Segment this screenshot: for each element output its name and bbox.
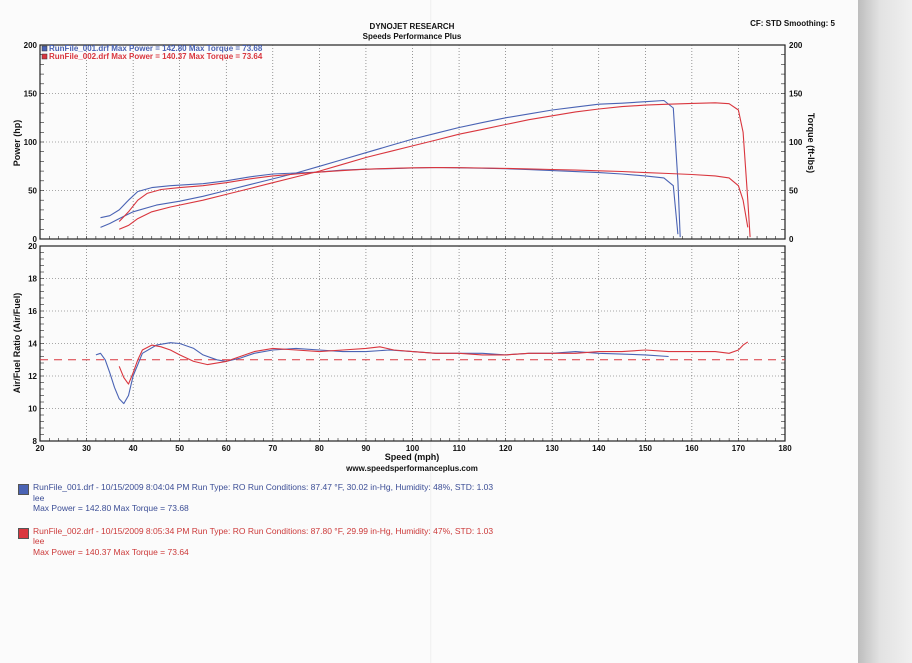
x-tick-label: 70 [268, 444, 277, 453]
x-tick-label: 110 [453, 444, 466, 453]
y-axis-label-power: Power (hp) [12, 120, 22, 167]
legend-run1: RunFile_001.drf Max Power = 142.80 Max T… [49, 44, 263, 53]
power-series-3-torque [118, 167, 749, 228]
x-tick-label: 170 [732, 444, 746, 453]
afr-series-0 [95, 342, 669, 405]
afr-y-tick-label: 18 [28, 275, 37, 284]
paper-fold [430, 0, 432, 663]
page-edge-shadow [858, 0, 912, 663]
dyno-sheet [0, 0, 858, 663]
afr-y-tick-label: 12 [28, 372, 37, 381]
website: www.speedsperformanceplus.com [345, 464, 478, 473]
x-tick-label: 120 [499, 444, 513, 453]
torque-y-tick-label: 200 [789, 41, 803, 50]
x-tick-label: 50 [175, 444, 184, 453]
x-tick-label: 60 [222, 444, 231, 453]
run-detail-2: RunFile_002.drf - 10/15/2009 8:05:34 PM … [18, 526, 718, 558]
power-torque-plot: 0 0 50 50 100 100 150 150 200 200 [24, 41, 803, 244]
x-tick-label: 20 [36, 444, 45, 453]
header-company: DYNOJET RESEARCH [370, 22, 455, 31]
afr-y-tick-label: 20 [28, 242, 37, 251]
x-tick-label: 100 [406, 444, 420, 453]
afr-series-1 [118, 341, 749, 385]
x-tick-label: 180 [778, 444, 792, 453]
afr-y-tick-label: 10 [28, 405, 37, 414]
x-tick-label: 30 [82, 444, 91, 453]
run1-conditions: RunFile_001.drf - 10/15/2009 8:04:04 PM … [33, 482, 494, 492]
run1-operator: lee [33, 492, 45, 503]
legend-swatch-run1 [41, 45, 48, 52]
torque-y-tick-label: 0 [789, 235, 794, 244]
header-settings: CF: STD Smoothing: 5 [750, 19, 835, 28]
y-axis-label-torque: Torque (ft-lbs) [806, 113, 816, 173]
power-series-1-torque [100, 166, 679, 235]
power-series-0-power [100, 99, 681, 238]
afr-y-tick-label: 14 [28, 340, 37, 349]
x-tick-label: 80 [315, 444, 324, 453]
dyno-chart: DYNOJET RESEARCH Speeds Performance Plus… [12, 19, 836, 473]
run2-conditions: RunFile_002.drf - 10/15/2009 8:05:34 PM … [33, 525, 494, 536]
torque-y-tick-label: 100 [789, 138, 803, 147]
power-series-2-power [118, 102, 751, 238]
air-fuel-plot: 20 30 40 50 60 70 80 90 100 110 120 130 140 150 160 170… [28, 242, 792, 453]
power-y-tick-label: 50 [28, 187, 37, 196]
torque-y-tick-label: 150 [789, 90, 803, 99]
x-tick-label: 150 [639, 444, 653, 453]
run2-operator: lee [33, 536, 45, 546]
power-y-tick-label: 200 [24, 41, 38, 50]
run1-max: Max Power = 142.80 Max Torque = 73.68 [33, 503, 189, 513]
x-tick-label: 40 [129, 444, 138, 453]
x-tick-label: 140 [592, 444, 606, 453]
run-details: RunFile_001.drf - 10/15/2009 8:04:04 PM … [18, 482, 718, 569]
x-tick-label: 160 [685, 444, 699, 453]
run1-swatch [18, 484, 29, 495]
x-tick-label: 90 [361, 444, 370, 453]
run2-max: Max Power = 140.37 Max Torque = 73.64 [33, 546, 189, 557]
afr-y-tick-label: 16 [28, 307, 37, 316]
power-y-tick-label: 100 [24, 138, 38, 147]
legend-run2: RunFile_002.drf Max Power = 140.37 Max T… [49, 52, 263, 61]
run-detail-1: RunFile_001.drf - 10/15/2009 8:04:04 PM … [18, 482, 718, 514]
header-shop: Speeds Performance Plus [363, 32, 462, 41]
afr-y-tick-label: 8 [33, 437, 38, 446]
torque-y-tick-label: 50 [789, 187, 798, 196]
x-tick-label: 130 [546, 444, 560, 453]
power-y-tick-label: 150 [24, 90, 38, 99]
y-axis-label-afr: Air/Fuel Ratio (Air/Fuel) [12, 293, 22, 394]
run2-swatch [18, 527, 29, 539]
x-axis-label: Speed (mph) [385, 452, 440, 462]
power-y-tick-label: 0 [33, 235, 38, 244]
legend-swatch-run2 [41, 53, 48, 60]
